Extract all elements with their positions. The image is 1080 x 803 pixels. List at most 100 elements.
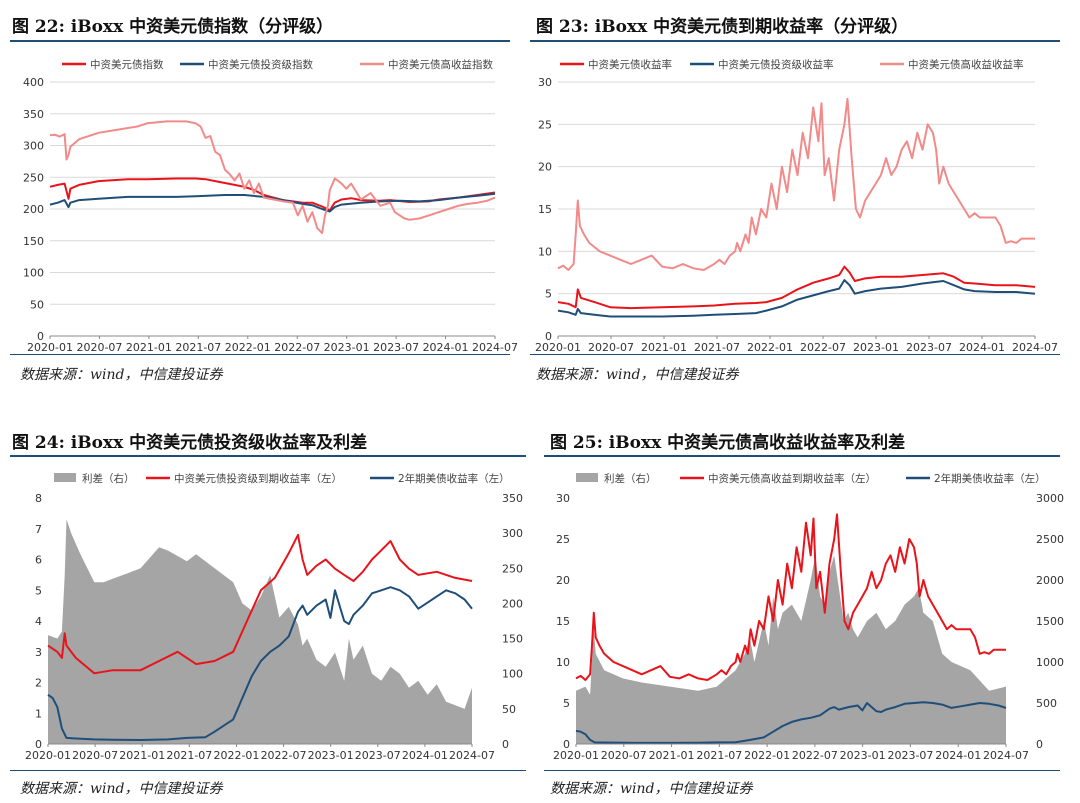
x-tick-label: 2024-01 [959,341,1005,354]
y-tick-label: 50 [30,298,44,311]
x-tick-label: 2021-01 [641,341,687,354]
y-tick-label: 0 [35,738,42,751]
x-tick-label: 2020-07 [601,749,647,762]
y-tick-label: 30 [556,492,570,505]
chart-title: 图 24: iBoxx 中资美元债投资级收益率及利差 [12,433,368,453]
y2-tick-label: 350 [502,492,523,505]
x-tick-label: 2024-01 [423,341,469,354]
chart-canvas: 0 5 10 15 20 25 30 2020-01 2020-07 2021-01 2021-07… [535,58,1058,354]
y-tick-label: 400 [23,76,44,89]
x-tick-label: 2023-07 [887,749,933,762]
y-tick-label: 2 [35,677,42,690]
y-tick-label: 20 [538,161,552,174]
y-tick-label: 10 [556,656,570,669]
source-rule [544,770,1060,771]
x-tick-label: 2022-07 [792,749,838,762]
legend-label: 中资美元债投资级到期收益率（左） [174,472,342,485]
y2-tick-label: 100 [502,668,523,681]
y2-tick-label: 300 [502,527,523,540]
legend-label: 中资美元债收益率 [588,58,672,71]
y-tick-label: 0 [563,738,570,751]
series-line-2 [47,586,473,741]
series-line-2 [575,701,1007,744]
y-tick-label: 5 [545,288,552,301]
y-tick-label: 15 [538,203,552,216]
chart-panel-22: 图 22: iBoxx 中资美元债指数（分评级） 0 50 100 150 200 250… [10,8,518,393]
series-area-spread [576,555,1006,744]
y2-tick-label: 50 [502,703,516,716]
legend-label: 利差（右） [82,472,135,485]
source-note: 数据来源：wind，中信建投证券 [20,781,223,797]
series-line-0 [49,177,496,212]
y2-tick-label: 0 [1036,738,1043,751]
y-tick-label: 25 [538,118,552,131]
y-tick-label: 7 [35,523,42,536]
source-rule [530,354,1060,355]
legend-label: 中资美元债指数 [90,58,164,71]
y2-tick-label: 2500 [1036,533,1064,546]
legend-label: 中资美元债投资级指数 [208,58,313,71]
x-tick-label: 2023-07 [906,341,952,354]
x-tick-label: 2020-01 [535,341,581,354]
y2-tick-label: 150 [502,633,523,646]
title-rule [10,455,526,457]
series-line-0 [557,265,1036,310]
y-tick-label: 25 [556,533,570,546]
y-tick-label: 10 [538,245,552,258]
y-tick-label: 1 [35,707,42,720]
y2-tick-label: 1500 [1036,615,1064,628]
x-tick-label: 2021-07 [175,341,221,354]
source-note: 数据来源：wind，中信建投证券 [20,367,223,383]
y-tick-label: 150 [23,235,44,248]
y-tick-label: 20 [556,574,570,587]
y2-tick-label: 1000 [1036,656,1064,669]
title-rule [544,455,1060,457]
title-rule [530,40,1060,42]
y-tick-label: 250 [23,171,44,184]
legend-label: 中资美元债高收益收益率 [908,58,1024,71]
x-tick-label: 2022-01 [747,341,793,354]
series-line-2 [49,120,496,235]
x-tick-label: 2022-01 [213,749,259,762]
series-line-1 [49,192,496,213]
y-tick-label: 5 [35,584,42,597]
x-tick-label: 2024-07 [983,749,1029,762]
y2-tick-label: 3000 [1036,492,1064,505]
series-area-spread [48,519,472,744]
x-tick-label: 2021-01 [649,749,695,762]
y-tick-label: 0 [37,330,44,343]
x-tick-label: 2023-01 [853,341,899,354]
x-tick-label: 2022-01 [744,749,790,762]
legend-label: 2年期美债收益率（左） [398,472,510,485]
series-line-1 [575,513,1006,681]
x-tick-label: 2024-07 [449,749,495,762]
x-tick-label: 2023-01 [308,749,354,762]
y-tick-label: 30 [538,76,552,89]
x-tick-label: 2020-01 [553,749,599,762]
x-tick-label: 2020-01 [27,341,73,354]
x-tick-label: 2021-01 [119,749,165,762]
legend-swatch [54,473,76,482]
x-tick-label: 2024-07 [472,341,518,354]
legend-swatch [576,473,598,482]
source-note: 数据来源：wind，中信建投证券 [550,781,753,797]
x-tick-label: 2024-07 [1012,341,1058,354]
chart-title: 图 23: iBoxx 中资美元债到期收益率（分评级） [536,17,909,37]
x-tick-label: 2022-07 [800,341,846,354]
y2-tick-label: 0 [502,738,509,751]
x-tick-label: 2023-07 [355,749,401,762]
y-tick-label: 200 [23,203,44,216]
y-tick-label: 5 [563,697,570,710]
x-tick-label: 2023-07 [373,341,419,354]
source-note: 数据来源：wind，中信建投证券 [536,367,739,383]
legend-label: 利差（右） [604,472,657,485]
x-tick-label: 2023-01 [324,341,370,354]
x-tick-label: 2022-07 [274,341,320,354]
y-tick-label: 15 [556,615,570,628]
chart-title: 图 22: iBoxx 中资美元债指数（分评级） [12,17,334,37]
legend-label: 中资美元债高收益到期收益率（左） [708,472,876,485]
x-tick-label: 2020-07 [588,341,634,354]
legend-label: 中资美元债高收益指数 [388,58,493,71]
title-rule [10,40,510,42]
x-tick-label: 2023-01 [840,749,886,762]
